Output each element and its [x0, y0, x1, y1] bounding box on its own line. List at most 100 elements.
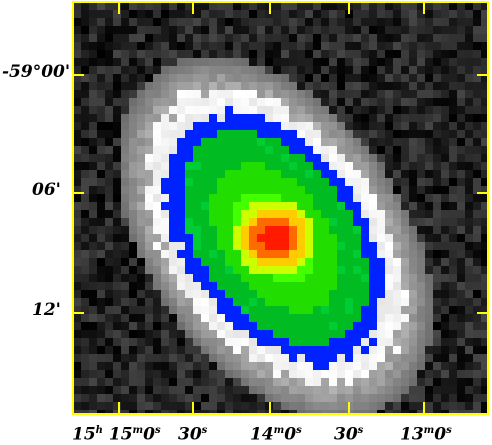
- intensity-pixel: [425, 130, 433, 138]
- intensity-pixel: [233, 34, 241, 42]
- intensity-pixel: [441, 34, 449, 42]
- intensity-pixel: [393, 346, 401, 354]
- intensity-pixel: [409, 2, 417, 10]
- intensity-pixel: [137, 306, 145, 314]
- intensity-pixel: [329, 202, 337, 210]
- intensity-pixel: [433, 306, 441, 314]
- intensity-pixel: [305, 322, 313, 330]
- intensity-pixel: [217, 226, 225, 234]
- intensity-pixel: [265, 306, 273, 314]
- intensity-pixel: [417, 290, 425, 298]
- intensity-pixel: [273, 306, 281, 314]
- intensity-pixel: [273, 258, 281, 266]
- intensity-pixel: [457, 402, 465, 410]
- intensity-pixel: [265, 194, 273, 202]
- intensity-pixel: [377, 10, 385, 18]
- intensity-pixel: [113, 394, 121, 402]
- intensity-pixel: [433, 18, 441, 26]
- intensity-pixel: [161, 282, 169, 290]
- intensity-pixel: [129, 10, 137, 18]
- intensity-pixel: [153, 26, 161, 34]
- intensity-pixel: [105, 386, 113, 394]
- intensity-pixel: [457, 250, 465, 258]
- intensity-pixel: [137, 298, 145, 306]
- intensity-pixel: [305, 346, 313, 354]
- intensity-pixel: [473, 66, 481, 74]
- intensity-pixel: [201, 154, 209, 162]
- intensity-pixel: [97, 130, 105, 138]
- intensity-pixel: [449, 346, 457, 354]
- intensity-pixel: [265, 18, 273, 26]
- intensity-pixel: [417, 298, 425, 306]
- intensity-pixel: [137, 170, 145, 178]
- intensity-pixel: [97, 250, 105, 258]
- intensity-pixel: [89, 162, 97, 170]
- intensity-pixel: [233, 178, 241, 186]
- intensity-pixel: [369, 186, 377, 194]
- intensity-pixel: [465, 218, 473, 226]
- intensity-pixel: [281, 178, 289, 186]
- intensity-pixel: [441, 130, 449, 138]
- intensity-pixel: [265, 210, 273, 218]
- intensity-pixel: [289, 338, 297, 346]
- intensity-pixel: [97, 306, 105, 314]
- intensity-pixel: [385, 98, 393, 106]
- intensity-pixel: [473, 146, 481, 154]
- intensity-pixel: [353, 338, 361, 346]
- intensity-pixel: [185, 306, 193, 314]
- intensity-pixel: [89, 178, 97, 186]
- intensity-pixel: [473, 274, 481, 282]
- intensity-pixel: [81, 82, 89, 90]
- intensity-pixel: [129, 154, 137, 162]
- intensity-pixel: [73, 266, 81, 274]
- intensity-pixel: [297, 234, 305, 242]
- intensity-pixel: [433, 26, 441, 34]
- intensity-pixel: [209, 114, 217, 122]
- intensity-pixel: [273, 186, 281, 194]
- intensity-pixel: [209, 378, 217, 386]
- intensity-pixel: [473, 354, 481, 362]
- intensity-pixel: [113, 226, 121, 234]
- intensity-pixel: [377, 66, 385, 74]
- intensity-pixel: [289, 26, 297, 34]
- intensity-pixel: [369, 98, 377, 106]
- intensity-pixel: [473, 130, 481, 138]
- intensity-pixel: [321, 354, 329, 362]
- intensity-pixel: [153, 338, 161, 346]
- intensity-pixel: [457, 346, 465, 354]
- intensity-pixel: [449, 410, 457, 414]
- intensity-pixel: [481, 346, 488, 354]
- intensity-pixel: [97, 402, 105, 410]
- intensity-pixel: [177, 162, 185, 170]
- intensity-pixel: [401, 170, 409, 178]
- intensity-pixel: [161, 298, 169, 306]
- intensity-pixel: [113, 250, 121, 258]
- intensity-pixel: [137, 234, 145, 242]
- intensity-pixel: [105, 106, 113, 114]
- intensity-pixel: [441, 274, 449, 282]
- intensity-pixel: [249, 138, 257, 146]
- intensity-pixel: [409, 242, 417, 250]
- intensity-pixel: [129, 74, 137, 82]
- intensity-pixel: [337, 178, 345, 186]
- intensity-pixel: [153, 82, 161, 90]
- intensity-pixel: [209, 290, 217, 298]
- intensity-pixel: [313, 154, 321, 162]
- intensity-pixel: [185, 346, 193, 354]
- intensity-pixel: [337, 410, 345, 414]
- intensity-pixel: [217, 130, 225, 138]
- intensity-pixel: [137, 362, 145, 370]
- intensity-pixel: [433, 202, 441, 210]
- intensity-pixel: [193, 218, 201, 226]
- intensity-pixel: [289, 2, 297, 10]
- intensity-pixel: [425, 98, 433, 106]
- intensity-pixel: [129, 50, 137, 58]
- intensity-pixel: [73, 202, 81, 210]
- intensity-pixel: [361, 322, 369, 330]
- intensity-pixel: [193, 298, 201, 306]
- intensity-pixel: [305, 2, 313, 10]
- intensity-pixel: [401, 178, 409, 186]
- intensity-pixel: [321, 266, 329, 274]
- intensity-pixel: [257, 10, 265, 18]
- intensity-pixel: [249, 58, 257, 66]
